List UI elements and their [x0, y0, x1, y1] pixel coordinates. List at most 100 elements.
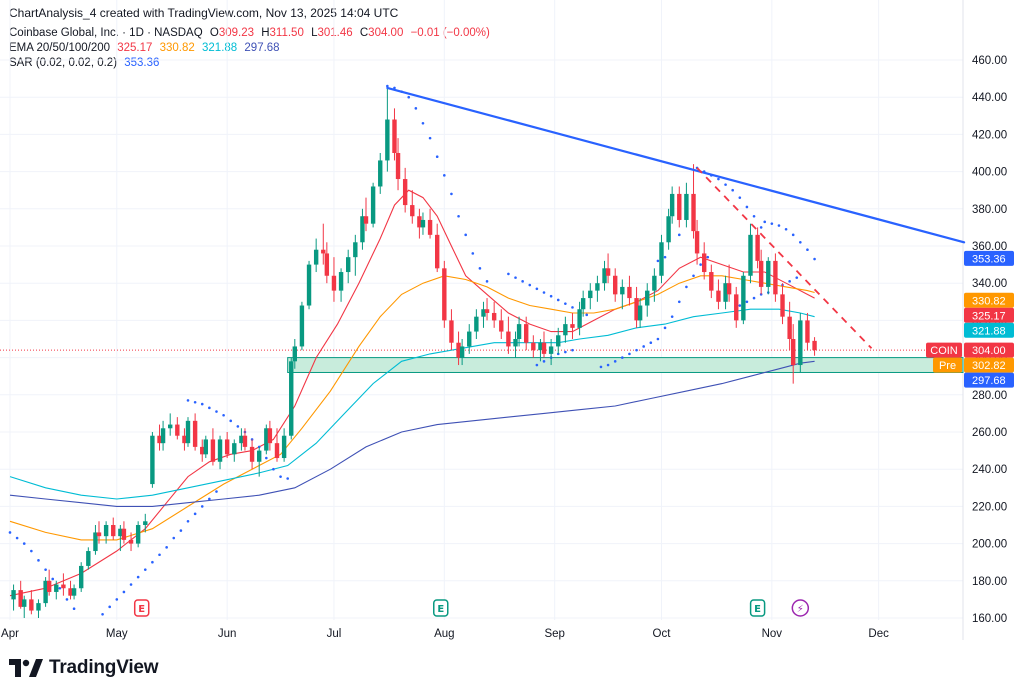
sar-dot [514, 276, 517, 279]
candle-body [491, 312, 497, 321]
sar-dot [471, 252, 475, 255]
sar-dot [663, 255, 667, 259]
candle-body [741, 275, 746, 321]
candle-body [257, 450, 262, 462]
price-tag-bg [964, 292, 1014, 308]
sar-dot [528, 283, 532, 287]
ema20-value: 325.17 [117, 42, 153, 54]
sar-dot [542, 360, 546, 363]
sar-dot [421, 121, 425, 125]
sar-dot [172, 536, 176, 540]
sar-dot [72, 607, 76, 610]
dashed-trendline [696, 167, 873, 349]
sar-dot [186, 399, 190, 402]
symbol-label[interactable]: Coinbase Global, Inc. · 1D · NASDAQ [9, 27, 203, 39]
price-tag-value: 353.36 [972, 253, 1006, 265]
ema-label[interactable]: EMA 20/50/100/200 [9, 42, 111, 54]
candle-body [353, 242, 358, 258]
candle-body [677, 193, 682, 220]
candle-body [331, 275, 337, 291]
candle-body [805, 320, 810, 343]
price-tag: 330.82 [964, 292, 1014, 308]
sar-dot [571, 306, 574, 309]
time-tick-label: May [106, 628, 128, 640]
price-tag-label-bg [933, 357, 962, 373]
candle-body [484, 309, 490, 313]
sar-dot [813, 257, 816, 261]
candle-body [773, 260, 778, 295]
candle-body [135, 525, 141, 544]
sar-dot [777, 224, 781, 227]
candle-body [791, 339, 796, 366]
price-tick-label: 340.00 [972, 278, 1007, 290]
sar-dot [564, 302, 567, 305]
ema50-value: 330.82 [159, 42, 195, 54]
candle-body [538, 342, 543, 351]
price-axis: 160.00 180.00 200.00 220.00 240.00 260.00 280.… [972, 55, 1007, 625]
candle-body [118, 528, 123, 537]
sar-dot [450, 192, 453, 196]
sar-dot [457, 214, 460, 218]
close-value: 304.00 [368, 27, 404, 39]
candle-body [666, 216, 671, 243]
sar-dot [208, 406, 211, 410]
sar-dot [15, 536, 19, 540]
time-axis: Apr May Jun Jul Aug Sep Oct Nov Dec [1, 628, 889, 640]
candle-body [474, 316, 479, 332]
sar-dot [606, 363, 610, 367]
candle-body [157, 435, 162, 444]
price-tick-label: 400.00 [972, 167, 1007, 179]
candle-body [210, 439, 216, 462]
candle-body [726, 283, 732, 295]
sar-dot [158, 553, 161, 557]
tradingview-logo[interactable]: TradingView [9, 657, 159, 679]
sar-dot [752, 214, 756, 218]
price-tag: 325.17 [964, 307, 1014, 323]
sar-dot [738, 304, 742, 307]
candle-body [175, 424, 180, 436]
candle-body [281, 435, 287, 459]
sar-dot [731, 188, 734, 192]
sar-dot [635, 348, 638, 352]
candle-body [264, 428, 269, 451]
sar-dot [386, 84, 389, 88]
candle-body [232, 443, 237, 455]
sar-dot [542, 291, 546, 294]
candle-body [363, 216, 369, 224]
sar-dot [215, 410, 218, 413]
sar-dot [556, 298, 560, 302]
trendlines [386, 86, 966, 349]
sar-dot [763, 220, 767, 224]
price-tag-value: 330.82 [972, 295, 1006, 307]
event-icon [749, 599, 766, 617]
candle-body [18, 590, 23, 607]
candle-body [43, 580, 48, 604]
sar-dot [443, 174, 446, 177]
chart-grid [0, 0, 964, 640]
sar-dot [642, 345, 645, 348]
candle-body [723, 283, 728, 302]
candle-body [79, 565, 84, 589]
candle-body [716, 290, 721, 302]
sar-dot [599, 365, 603, 369]
sar-dot [30, 549, 33, 553]
candle-body [481, 309, 486, 317]
candle-body [506, 331, 511, 347]
candle-body [224, 439, 230, 455]
candle-body [150, 435, 155, 485]
candle-body [61, 584, 66, 589]
ema-line-ema100 [9, 308, 815, 500]
descending-trendline [386, 86, 966, 244]
candle-body [780, 294, 785, 317]
candle-body [499, 320, 504, 332]
ema100-value: 321.88 [202, 42, 238, 54]
chart-header: ChartAnalysis_4 created with TradingView… [9, 6, 399, 20]
sar-dot [677, 233, 681, 237]
sar-dot [414, 107, 418, 110]
candle-body [338, 272, 344, 291]
time-tick-label: Oct [653, 628, 672, 640]
sar-dot [200, 505, 204, 508]
candle-body [402, 179, 408, 206]
price-tag-label: COIN [930, 345, 958, 357]
